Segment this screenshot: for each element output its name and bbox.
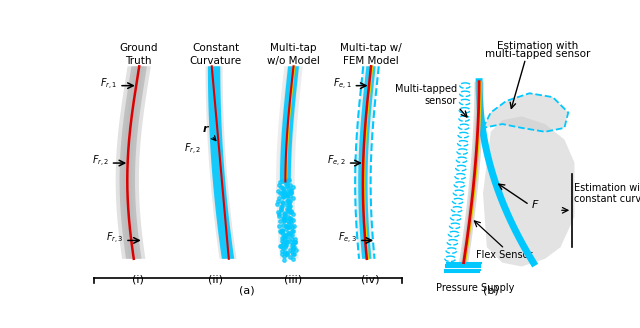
Text: (i): (i) [132, 274, 144, 284]
Text: (iv): (iv) [362, 274, 380, 284]
Text: Estimation with: Estimation with [497, 41, 578, 51]
Text: r: r [203, 124, 216, 141]
Text: (a): (a) [239, 286, 255, 296]
Polygon shape [276, 66, 303, 259]
Text: $F_{r,2}$: $F_{r,2}$ [184, 142, 202, 157]
Polygon shape [355, 66, 379, 259]
Polygon shape [483, 116, 575, 267]
Text: (ii): (ii) [208, 274, 223, 284]
Text: Flex Sensor: Flex Sensor [476, 250, 533, 260]
Polygon shape [123, 66, 144, 259]
Polygon shape [120, 66, 147, 259]
Text: $F_{e,1}$: $F_{e,1}$ [333, 76, 352, 92]
Text: (b): (b) [483, 286, 499, 296]
Text: $F_{r,3}$: $F_{r,3}$ [106, 231, 124, 246]
Text: Multi-tap w/
FEM Model: Multi-tap w/ FEM Model [340, 43, 401, 66]
Text: Pressure Supply: Pressure Supply [436, 283, 515, 293]
Polygon shape [459, 82, 484, 263]
Polygon shape [358, 66, 376, 259]
Text: Ground
Truth: Ground Truth [119, 43, 157, 66]
Polygon shape [205, 66, 237, 259]
Text: multi-tapped sensor: multi-tapped sensor [484, 49, 590, 59]
Text: (iii): (iii) [284, 274, 302, 284]
Polygon shape [279, 66, 300, 259]
Text: $F_{r,2}$: $F_{r,2}$ [92, 154, 109, 169]
Text: $F_{e,2}$: $F_{e,2}$ [327, 154, 346, 169]
Polygon shape [209, 66, 234, 259]
Text: $F$: $F$ [531, 198, 540, 210]
Text: Estimation with
constant curvature: Estimation with constant curvature [575, 183, 640, 204]
Polygon shape [358, 66, 376, 259]
Polygon shape [116, 66, 151, 259]
Text: $F_{r,1}$: $F_{r,1}$ [100, 76, 118, 92]
Text: Multi-tap
w/o Model: Multi-tap w/o Model [267, 43, 319, 66]
Text: Multi-tapped
sensor: Multi-tapped sensor [394, 84, 457, 106]
Polygon shape [461, 82, 482, 263]
Text: Constant
Curvature: Constant Curvature [189, 43, 242, 66]
Polygon shape [483, 93, 568, 132]
Text: $F_{e,3}$: $F_{e,3}$ [339, 231, 358, 246]
Polygon shape [208, 66, 234, 259]
Polygon shape [280, 66, 299, 181]
